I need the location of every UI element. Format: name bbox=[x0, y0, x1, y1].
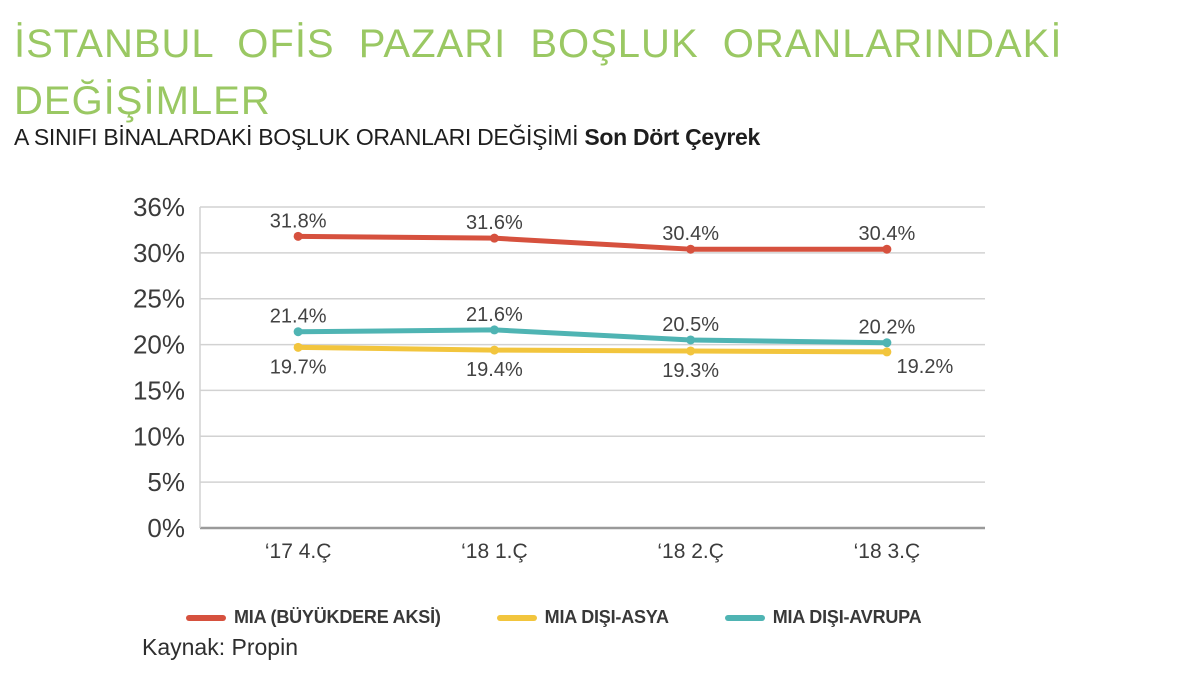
data-point bbox=[293, 231, 303, 241]
y-tick-label: 36% bbox=[133, 192, 185, 222]
y-tick-label: 0% bbox=[147, 513, 185, 543]
data-label: 20.2% bbox=[859, 317, 916, 339]
data-point bbox=[882, 338, 892, 348]
data-label: 31.6% bbox=[466, 212, 523, 234]
legend-label-mia-disi-asya: MIA DIŞI-ASYA bbox=[544, 607, 669, 627]
data-label: 19.2% bbox=[897, 356, 954, 378]
data-label: 31.8% bbox=[270, 210, 327, 232]
y-tick-label: 25% bbox=[133, 284, 185, 314]
data-label: 20.5% bbox=[662, 314, 719, 336]
x-tick-label: ‘18 3.Ç bbox=[854, 540, 921, 563]
legend-swatch-mia-disi-asya bbox=[496, 614, 537, 621]
data-point bbox=[882, 244, 892, 254]
y-tick-label: 10% bbox=[133, 421, 185, 451]
data-point bbox=[686, 346, 696, 356]
legend-label-mia-disi-avrupa: MIA DIŞI-AVRUPA bbox=[772, 607, 922, 627]
data-label: 19.7% bbox=[270, 356, 327, 378]
legend-item-mia: MIA (BÜYÜKDERE AKSİ) bbox=[186, 607, 441, 628]
legend-label-mia: MIA (BÜYÜKDERE AKSİ) bbox=[234, 607, 441, 627]
page-title-line1: İSTANBUL OFİS PAZARI BOŞLUK ORANLARINDAK… bbox=[14, 22, 1063, 66]
series-line-0 bbox=[295, 233, 890, 252]
y-tick-label: 20% bbox=[133, 330, 185, 360]
series-line-1 bbox=[295, 344, 890, 355]
page-title: İSTANBUL OFİS PAZARI BOŞLUK ORANLARINDAK… bbox=[14, 16, 1184, 130]
y-tick-label: 5% bbox=[147, 467, 185, 497]
y-tick-label: 30% bbox=[133, 238, 185, 268]
data-label: 30.4% bbox=[662, 223, 719, 245]
data-label: 19.3% bbox=[662, 360, 719, 382]
x-tick-label: ‘17 4.Ç bbox=[265, 540, 332, 563]
page-subtitle: A SINIFI BİNALARDAKİ BOŞLUK ORANLARI DEĞ… bbox=[14, 124, 760, 151]
data-point bbox=[293, 342, 303, 352]
legend-swatch-mia-disi-avrupa bbox=[724, 614, 765, 621]
data-point bbox=[293, 327, 303, 337]
legend-item-mia-disi-asya: MIA DIŞI-ASYA bbox=[496, 607, 669, 628]
data-point bbox=[489, 233, 499, 243]
data-point bbox=[489, 345, 499, 355]
subtitle-bold: Son Dört Çeyrek bbox=[584, 124, 761, 150]
y-tick-label: 15% bbox=[133, 375, 185, 405]
data-label: 21.6% bbox=[466, 304, 523, 326]
chart-legend: MIA (BÜYÜKDERE AKSİ) MIA DIŞI-ASYA MIA D… bbox=[186, 607, 922, 628]
data-point bbox=[686, 335, 696, 345]
subtitle-regular: A SINIFI BİNALARDAKİ BOŞLUK ORANLARI DEĞ… bbox=[14, 124, 585, 150]
data-label: 19.4% bbox=[466, 359, 523, 381]
data-label: 30.4% bbox=[859, 223, 916, 245]
legend-item-mia-disi-avrupa: MIA DIŞI-AVRUPA bbox=[724, 607, 922, 628]
data-point bbox=[686, 244, 696, 254]
x-tick-label: ‘18 1.Ç bbox=[461, 540, 528, 563]
legend-swatch-mia bbox=[186, 614, 226, 621]
source-note: Kaynak: Propin bbox=[142, 634, 298, 660]
series-line-2 bbox=[295, 327, 890, 346]
data-label: 21.4% bbox=[270, 306, 327, 328]
x-tick-label: ‘18 2.Ç bbox=[657, 540, 724, 563]
data-point bbox=[882, 347, 892, 357]
data-point bbox=[489, 325, 499, 335]
page-title-line2: DEĞİŞİMLER bbox=[14, 79, 271, 123]
